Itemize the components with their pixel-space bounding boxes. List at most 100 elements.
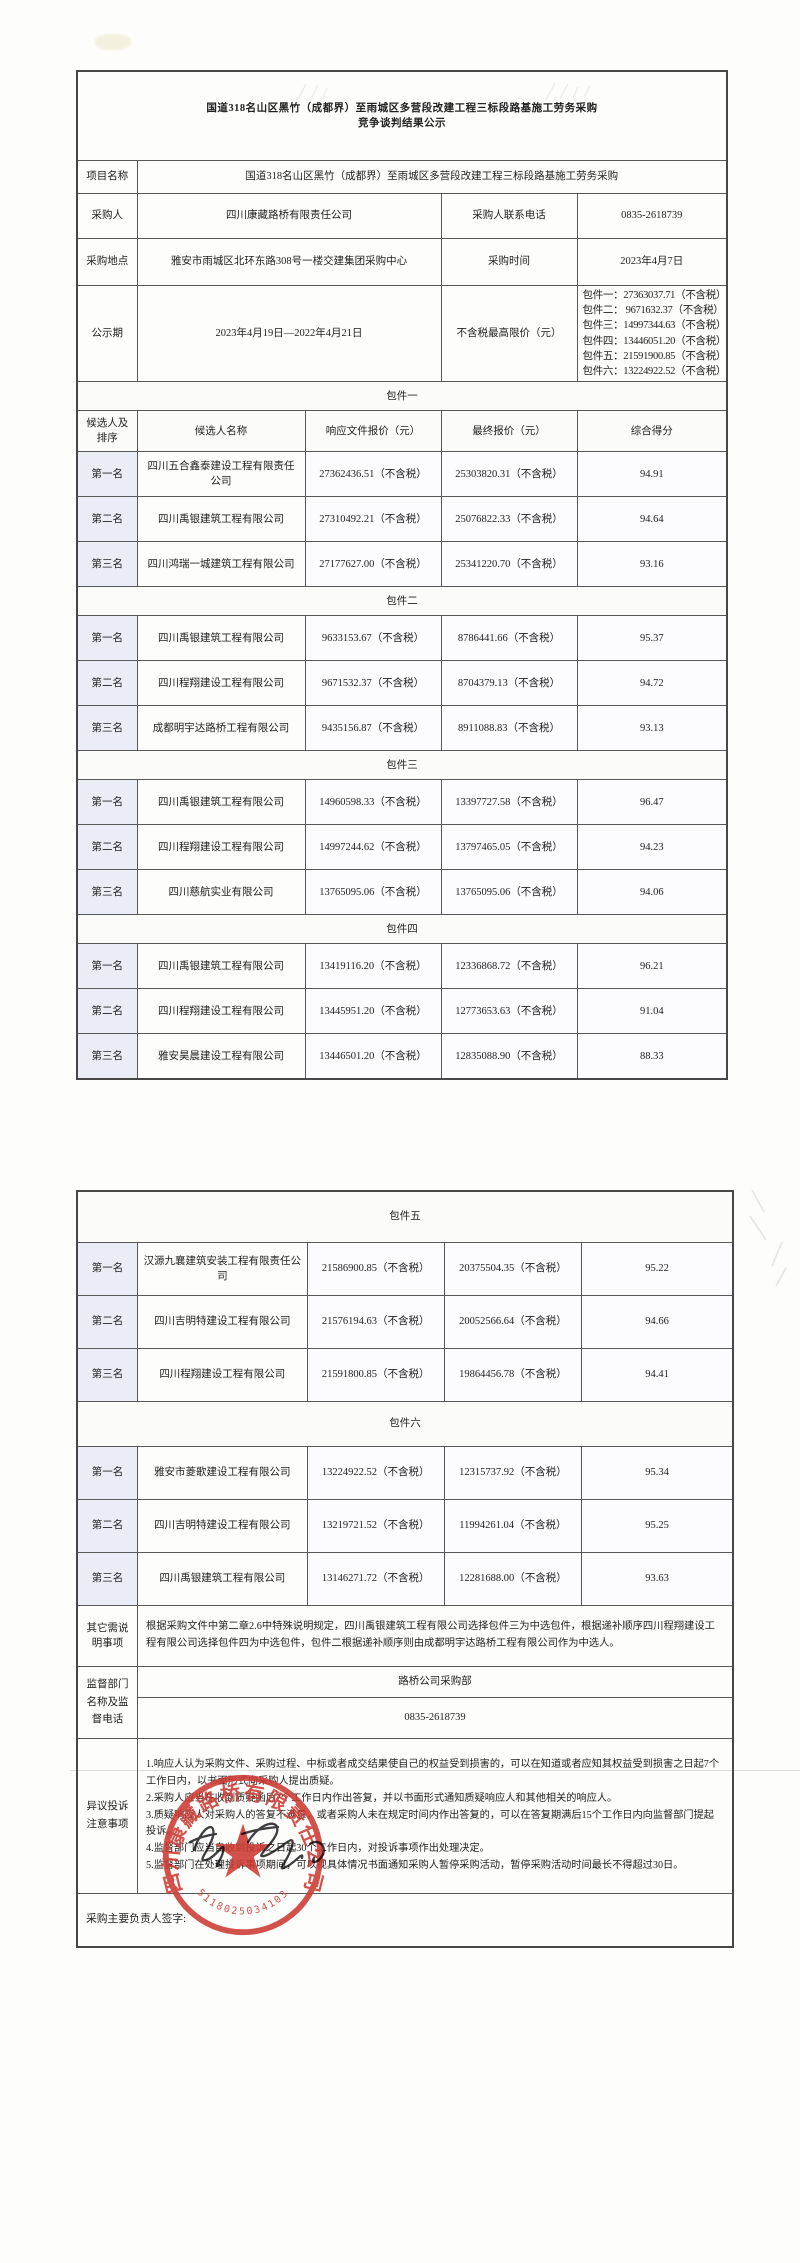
project-name-value: 国道318名山区黑竹（成都界）至雨城区多营段改建工程三标段路基施工劳务采购 — [136, 160, 728, 194]
other-notes-label: 其它需说明事项 — [76, 1605, 139, 1667]
score-cell: 94.06 — [576, 869, 728, 916]
final-price-cell: 12281688.00（不含税） — [443, 1552, 583, 1606]
rank-cell: 第一名 — [76, 943, 138, 990]
column-header: 综合得分 — [576, 410, 728, 453]
candidate-name-cell: 四川五合鑫泰建设工程有限责任公司 — [136, 451, 306, 498]
score-cell: 96.21 — [576, 943, 728, 990]
limit-item: 包件二： 9671632.37（不含税） — [582, 305, 724, 317]
package-section-header: 包件六 — [76, 1401, 734, 1447]
bid-price-cell: 13224922.52（不含税） — [306, 1446, 445, 1500]
final-price-cell: 12315737.92（不含税） — [443, 1446, 583, 1500]
candidate-name-cell: 四川鸿瑞一城建筑工程有限公司 — [136, 541, 306, 588]
bid-price-cell: 13446501.20（不含税） — [304, 1033, 442, 1080]
rank-cell: 第二名 — [76, 1295, 139, 1349]
buyer-label: 采购人 — [76, 193, 138, 239]
rank-cell: 第二名 — [76, 824, 138, 871]
signature-row: 采购主要负责人签字: — [76, 1893, 734, 1948]
final-price-cell: 13765095.06（不含税） — [440, 869, 578, 916]
purchase-time-label: 采购时间 — [440, 238, 578, 286]
bid-price-cell: 13765095.06（不含税） — [304, 869, 442, 916]
stamp-number: 5118025034103 — [195, 1887, 290, 1917]
purchase-place-label: 采购地点 — [76, 238, 138, 286]
objection-item: 2.采购人应当在收到质疑函后7个工作日内作出答复，并以书面形式通知质疑响应人和其… — [146, 1792, 618, 1804]
package-section-header: 包件一 — [76, 381, 728, 412]
rank-cell: 第二名 — [76, 660, 138, 707]
other-notes-text: 根据采购文件中第二章2.6中特殊说明规定，四川禹银建筑工程有限公司选择包件三为中… — [137, 1605, 734, 1667]
stamp-star-icon — [214, 1823, 272, 1878]
price-limit-label: 不含税最高限价（元） — [440, 284, 578, 383]
candidate-name-cell: 四川禹银建筑工程有限公司 — [136, 615, 306, 662]
final-price-cell: 8911088.83（不含税） — [440, 705, 578, 752]
stamp-ring — [162, 1774, 324, 1936]
candidate-name-cell: 汉源九襄建筑安装工程有限责任公司 — [137, 1242, 308, 1296]
objection-item: 1.响应人认为采购文件、采购过程、中标或者成交结果使自己的权益受到损害的，可以在… — [146, 1758, 720, 1787]
final-price-cell: 19864456.78（不含税） — [443, 1348, 583, 1402]
rank-cell: 第三名 — [76, 1033, 138, 1080]
rank-cell: 第三名 — [76, 705, 138, 752]
objection-item: 5.监督部门在处理投诉事项期间，可以视具体情况书面通知采购人暂停采购活动，暂停采… — [146, 1860, 684, 1872]
package-section-header: 包件五 — [76, 1190, 734, 1243]
packages-1-to-4: 包件一 候选人及排序 候选人名称 响应文件报价（元） 最终报价（元） 综合得分 第一名 四川五… — [76, 381, 728, 1080]
score-cell: 95.25 — [581, 1499, 734, 1553]
rank-cell: 第一名 — [76, 451, 138, 498]
bid-price-cell: 21591800.85（不含税） — [306, 1348, 445, 1402]
bid-price-cell: 9435156.87（不含税） — [304, 705, 442, 752]
objection-item: 3.质疑响应人对采购人的答复不满意，或者采购人未在规定时间内作出答复的，可以在答… — [146, 1809, 714, 1838]
rank-cell: 第三名 — [76, 1552, 139, 1606]
score-cell: 94.66 — [581, 1295, 734, 1349]
company-stamp: 四川康藏路桥有限责任公司 5118025034103 — [160, 1774, 326, 1936]
supervision-phone-value: 0835-2618739 — [137, 1697, 734, 1739]
score-cell: 94.64 — [576, 496, 728, 543]
bid-price-cell: 14960598.33（不含税） — [304, 779, 442, 826]
score-cell: 94.23 — [576, 824, 728, 871]
final-price-cell: 13397727.58（不含税） — [440, 779, 578, 826]
rank-cell: 第一名 — [76, 1242, 139, 1296]
column-header: 候选人名称 — [136, 410, 306, 453]
procurement-result-table-page2: 包件五 第一名 汉源九襄建筑安装工程有限责任公司 21586900.85（不含税） 20… — [76, 1190, 734, 1948]
bid-price-cell: 27177627.00（不含税） — [304, 541, 442, 588]
rank-cell: 第一名 — [76, 779, 138, 826]
score-cell: 93.16 — [576, 541, 728, 588]
buyer-value: 四川康藏路桥有限责任公司 — [136, 193, 442, 239]
candidate-name-cell: 四川程翔建设工程有限公司 — [136, 988, 306, 1035]
purchase-time-value: 2023年4月7日 — [576, 238, 728, 286]
candidate-name-cell: 四川禹银建筑工程有限公司 — [136, 779, 306, 826]
limit-item: 包件五：21591900.85（不含税） — [582, 350, 727, 362]
score-cell: 95.37 — [576, 615, 728, 662]
signature-label: 采购主要负责人签字: — [86, 1913, 187, 1926]
final-price-cell: 11994261.04（不含税） — [443, 1499, 583, 1553]
score-cell: 93.63 — [581, 1552, 734, 1606]
limit-item: 包件一：27363037.71（不含税） — [582, 290, 727, 301]
publicity-period-label: 公示期 — [76, 284, 138, 383]
rank-cell: 第二名 — [76, 496, 138, 543]
package-section-header: 包件三 — [76, 750, 728, 781]
bid-price-cell: 13219721.52（不含税） — [306, 1499, 445, 1553]
final-price-cell: 25303820.31（不含税） — [440, 451, 578, 498]
score-cell: 93.13 — [576, 705, 728, 752]
score-cell: 94.91 — [576, 451, 728, 498]
score-cell: 94.41 — [581, 1348, 734, 1402]
limit-item: 包件四：13446051.20（不含税） — [582, 335, 727, 347]
score-cell: 95.22 — [581, 1242, 734, 1296]
score-cell: 96.47 — [576, 779, 728, 826]
column-header: 最终报价（元） — [440, 410, 578, 453]
bid-price-cell: 13445951.20（不含税） — [304, 988, 442, 1035]
svg-text:5118025034103: 5118025034103 — [195, 1887, 292, 1917]
final-price-cell: 8704379.13（不含税） — [440, 660, 578, 707]
scan-smudge — [95, 34, 131, 50]
final-price-cell: 13797465.05（不含税） — [440, 824, 578, 871]
final-price-cell: 20375504.35（不含税） — [443, 1242, 583, 1296]
bid-price-cell: 27310492.21（不含税） — [304, 496, 442, 543]
final-price-cell: 8786441.66（不含税） — [440, 615, 578, 662]
rank-cell: 第一名 — [76, 1446, 139, 1500]
final-price-cell: 25076822.33（不含税） — [440, 496, 578, 543]
score-cell: 91.04 — [576, 988, 728, 1035]
column-header: 响应文件报价（元） — [304, 410, 442, 453]
candidate-name-cell: 成都明宇达路桥工程有限公司 — [136, 705, 306, 752]
final-price-cell: 12336868.72（不含税） — [440, 943, 578, 990]
bid-price-cell: 21576194.63（不含税） — [306, 1295, 445, 1349]
buyer-phone-value: 0835-2618739 — [576, 193, 728, 239]
column-header: 候选人及排序 — [76, 410, 138, 453]
score-cell: 88.33 — [576, 1033, 728, 1080]
